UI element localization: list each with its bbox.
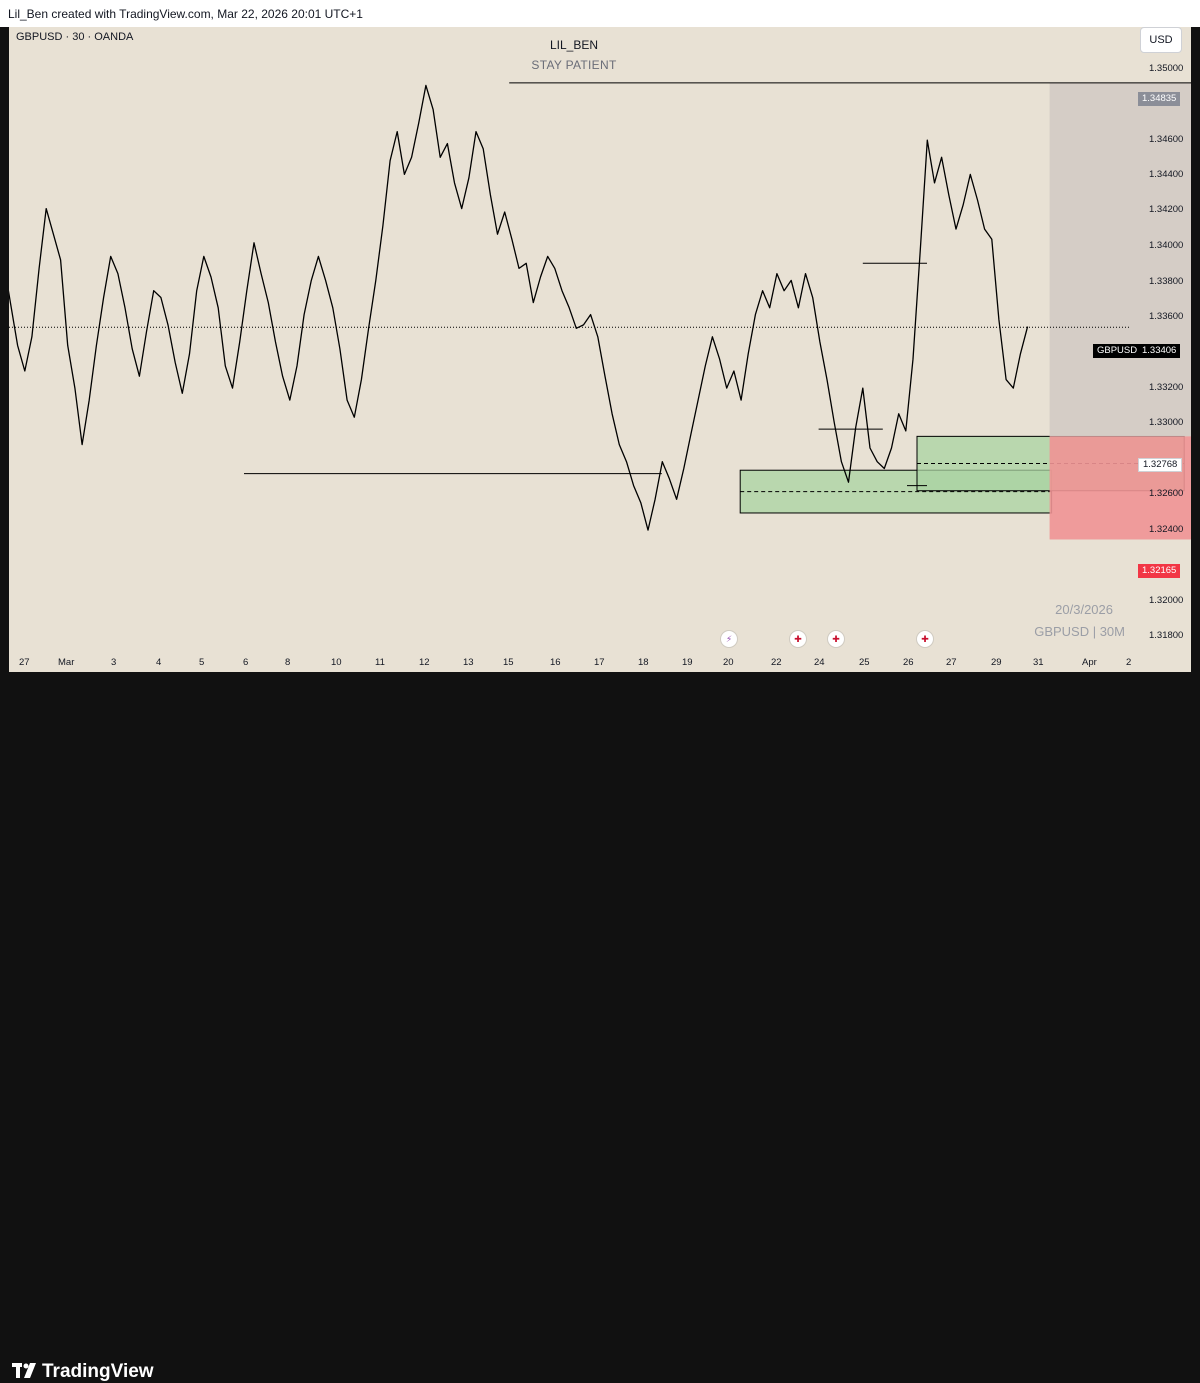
date-label: Apr bbox=[1082, 657, 1097, 668]
date-label: 18 bbox=[638, 657, 649, 668]
profit-zone bbox=[1049, 82, 1191, 437]
publish-credit: Lil_Ben created with TradingView.com, Ma… bbox=[8, 7, 363, 21]
date-label: 10 bbox=[331, 657, 342, 668]
date-label: 11 bbox=[375, 657, 385, 668]
chart-frame[interactable]: GBPUSD · 30 · OANDA LIL_BEN STAY PATIENT… bbox=[9, 27, 1191, 672]
date-label: 26 bbox=[903, 657, 914, 668]
target-price-tag: 1.34835 bbox=[1138, 92, 1181, 106]
tradingview-brand: TradingView bbox=[42, 1361, 154, 1382]
symbol-info: GBPUSD · 30 · OANDA bbox=[16, 31, 134, 43]
date-label: 15 bbox=[503, 657, 514, 668]
price-label: 1.33800 bbox=[1149, 276, 1184, 287]
entry-price-tag: 1.32768 bbox=[1138, 458, 1183, 472]
date-label: 27 bbox=[19, 657, 30, 668]
uk-flag-icon[interactable]: ✚ bbox=[916, 630, 934, 648]
price-label: 1.31800 bbox=[1149, 630, 1184, 641]
price-label: 1.32600 bbox=[1149, 488, 1184, 499]
price-label: 1.34200 bbox=[1149, 204, 1184, 215]
top-bar: Lil_Ben created with TradingView.com, Ma… bbox=[0, 0, 1200, 27]
watermark-subtitle: STAY PATIENT bbox=[531, 58, 617, 72]
symbol-tag: GBPUSD bbox=[1093, 344, 1142, 358]
date-label: 27 bbox=[946, 657, 957, 668]
date-label: 20 bbox=[723, 657, 734, 668]
price-label: 1.35000 bbox=[1149, 63, 1184, 74]
date-label: 24 bbox=[814, 657, 825, 668]
footer: TradingView bbox=[0, 673, 1200, 1382]
date-label: 2 bbox=[1126, 657, 1132, 668]
uk-flag-icon[interactable]: ✚ bbox=[789, 630, 807, 648]
date-label: 4 bbox=[156, 657, 162, 668]
currency-button[interactable]: USD bbox=[1140, 27, 1182, 53]
price-series-line bbox=[9, 84, 1029, 531]
price-label: 1.34400 bbox=[1149, 169, 1184, 180]
date-label: 13 bbox=[463, 657, 474, 668]
date-label: 3 bbox=[111, 657, 117, 668]
price-label: 1.34000 bbox=[1149, 240, 1184, 251]
date-label: 6 bbox=[243, 657, 249, 668]
date-label: 19 bbox=[682, 657, 693, 668]
watermark-title: LIL_BEN bbox=[549, 38, 599, 52]
date-label: 5 bbox=[199, 657, 205, 668]
price-chart[interactable] bbox=[9, 27, 1191, 672]
date-label: Mar bbox=[58, 657, 75, 668]
price-label: 1.33600 bbox=[1149, 311, 1184, 322]
date-label: 25 bbox=[859, 657, 870, 668]
watermark-symbol: GBPUSD | 30M bbox=[1034, 624, 1125, 639]
price-label: 1.32400 bbox=[1149, 524, 1184, 535]
tradingview-logo-icon bbox=[12, 1363, 36, 1378]
date-label: 8 bbox=[285, 657, 291, 668]
price-label: 1.32000 bbox=[1149, 595, 1184, 606]
date-label: 29 bbox=[991, 657, 1002, 668]
uk-flag-icon[interactable]: ✚ bbox=[827, 630, 845, 648]
date-label: 31 bbox=[1033, 657, 1044, 668]
stop-price-tag: 1.32165 bbox=[1138, 564, 1181, 578]
price-label: 1.33000 bbox=[1149, 417, 1184, 428]
lightning-icon[interactable]: ⚡ bbox=[720, 630, 738, 648]
date-label: 22 bbox=[771, 657, 782, 668]
date-label: 12 bbox=[419, 657, 430, 668]
watermark-date: 20/3/2026 bbox=[1055, 602, 1113, 617]
price-label: 1.34600 bbox=[1149, 134, 1184, 145]
price-label: 1.33200 bbox=[1149, 382, 1184, 393]
current-price-tag: 1.33406 bbox=[1138, 344, 1181, 358]
date-label: 16 bbox=[550, 657, 561, 668]
loss-zone bbox=[1049, 436, 1191, 540]
date-label: 17 bbox=[594, 657, 605, 668]
